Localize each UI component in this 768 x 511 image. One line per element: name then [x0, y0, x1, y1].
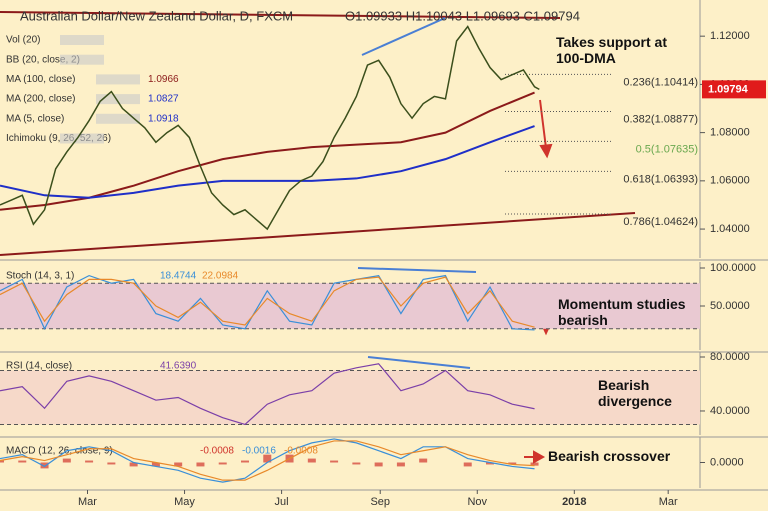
- x-tick-label: Sep: [370, 496, 390, 508]
- histogram-bar: [530, 462, 539, 466]
- legend-icons: [60, 35, 104, 45]
- histogram-bar: [330, 460, 339, 463]
- legend-icons: [60, 133, 104, 144]
- legend-name: MA (5, close): [6, 113, 64, 124]
- series-line: [0, 274, 535, 331]
- y-tick-label: 1.08000: [710, 127, 750, 139]
- fib-label: 0.382(1.08877): [623, 113, 698, 125]
- fib-label: 0.786(1.04624): [623, 216, 698, 228]
- legend-value: 1.0918: [148, 113, 179, 124]
- histogram-bar: [486, 462, 494, 465]
- legend-icons: [60, 54, 104, 65]
- legend-value: 1.0966: [148, 74, 179, 85]
- y-tick-label: 1.06000: [710, 175, 750, 187]
- legend-value: -0.0016: [242, 446, 276, 457]
- y-tick-label: 80.0000: [710, 351, 750, 363]
- support-line: [0, 212, 636, 256]
- legend-name: Ichimoku (9, 26, 52, 26): [6, 133, 111, 144]
- series-line: [0, 440, 535, 481]
- histogram-bar: [129, 462, 138, 467]
- fib-label: 0.236(1.10414): [623, 76, 698, 88]
- y-tick-label: 50.0000: [710, 300, 750, 312]
- legend-name: BB (20, close, 2): [6, 54, 80, 65]
- legend-name: RSI (14, close): [6, 361, 72, 372]
- histogram-bar: [463, 462, 472, 467]
- legend-icons: [96, 74, 140, 85]
- ohlc: O1.09933 H1.10043 L1.09693 C1.09794: [345, 8, 580, 23]
- histogram-bar: [374, 462, 383, 467]
- x-tick-label: Mar: [78, 496, 97, 508]
- histogram-bar: [419, 458, 428, 463]
- series-line: [0, 363, 535, 426]
- y-tick-label: 1.04000: [710, 223, 750, 235]
- annotation: Bearish crossover: [548, 448, 671, 464]
- resistance-line: [0, 11, 561, 19]
- annotation: Momentum studies bearish: [558, 296, 686, 328]
- legend-name: Vol (20): [6, 35, 40, 46]
- histogram-bar: [18, 460, 27, 463]
- fib-label: 0.618(1.06393): [623, 173, 698, 185]
- legend-name: Stoch (14, 3, 1): [6, 271, 74, 282]
- level-band: [0, 283, 700, 329]
- histogram-bar: [263, 454, 272, 463]
- legend-icons: [96, 113, 140, 124]
- legend-name: MACD (12, 26, close, 9): [6, 446, 113, 457]
- series-line: [0, 125, 535, 199]
- legend-icons: [96, 94, 140, 105]
- x-tick-label: May: [174, 496, 195, 508]
- trend-line: [361, 17, 446, 56]
- histogram-bar: [352, 462, 361, 465]
- series-line: [0, 25, 540, 231]
- x-tick-label: Mar: [659, 496, 678, 508]
- annotation: Takes support at 100-DMA: [556, 34, 667, 66]
- y-tick-label: 100.0000: [710, 262, 756, 274]
- annotation: Bearish divergence: [598, 377, 672, 409]
- histogram-bar: [396, 462, 405, 467]
- histogram-bar: [307, 458, 316, 463]
- histogram-bar: [85, 460, 94, 463]
- legend-value: -0.0008: [200, 446, 234, 457]
- y-tick-label: 1.12000: [710, 30, 750, 42]
- histogram-bar: [40, 462, 49, 469]
- series-line: [0, 276, 535, 328]
- last-price-tag: [702, 80, 766, 99]
- trend-line: [367, 356, 471, 369]
- fib-label: 0.5(1.07635): [636, 143, 698, 155]
- series-line: [0, 91, 535, 211]
- histogram-bar: [107, 462, 116, 465]
- histogram-bar: [508, 462, 517, 465]
- chart-title: Australian Dollar/New Zealand Dollar, D,…: [20, 8, 293, 23]
- y-tick-label: 0.0000: [710, 456, 744, 468]
- legend-name: MA (200, close): [6, 94, 75, 105]
- histogram-bar: [62, 458, 71, 463]
- trend-line: [357, 267, 477, 273]
- legend-value: 22.0984: [202, 271, 239, 282]
- x-tick-label: Jul: [275, 496, 289, 508]
- histogram-bar: [174, 462, 183, 467]
- legend-value: 41.6390: [160, 361, 197, 372]
- histogram-bar: [218, 462, 227, 465]
- y-tick-label: 40.0000: [710, 405, 750, 417]
- x-tick-label: Nov: [467, 496, 487, 508]
- legend-name: MA (100, close): [6, 74, 75, 85]
- histogram-bar: [196, 462, 205, 467]
- legend-value: -0.0008: [284, 446, 318, 457]
- level-band: [0, 370, 700, 425]
- legend-value: 18.4744: [160, 271, 197, 282]
- histogram-bar: [151, 462, 160, 467]
- x-tick-label: 2018: [562, 496, 586, 508]
- histogram-bar: [0, 460, 4, 463]
- legend-value: 1.0827: [148, 94, 179, 105]
- last-price-label: 1.09794: [708, 83, 749, 95]
- histogram-bar: [241, 460, 249, 463]
